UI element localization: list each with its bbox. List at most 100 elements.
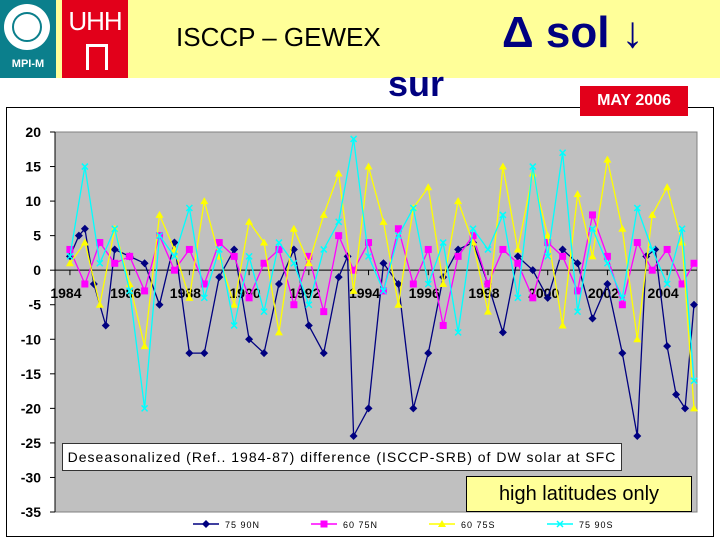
data-point (379, 217, 388, 225)
data-point (648, 266, 656, 274)
data-point (663, 342, 672, 351)
data-point (499, 211, 507, 219)
data-point (80, 238, 89, 246)
data-point (260, 259, 268, 267)
data-point (185, 204, 193, 212)
data-point (454, 328, 462, 336)
data-point (409, 204, 417, 212)
data-point (290, 301, 298, 309)
data-point (202, 520, 210, 528)
data-point (484, 280, 492, 288)
data-point (80, 224, 89, 233)
data-point (365, 239, 373, 247)
data-point (65, 259, 74, 267)
data-point (230, 300, 239, 308)
data-point (409, 280, 417, 288)
data-point (439, 239, 447, 247)
data-point (409, 404, 418, 413)
data-point (155, 210, 164, 218)
data-point (101, 321, 110, 330)
data-point (260, 308, 268, 316)
data-point (81, 280, 89, 288)
data-point (454, 252, 462, 260)
data-point (469, 225, 477, 233)
data-point (320, 520, 328, 528)
data-point (111, 225, 119, 233)
data-point (633, 239, 641, 247)
data-point (438, 520, 446, 527)
data-point (544, 252, 552, 260)
data-point (678, 238, 687, 246)
data-point (215, 239, 223, 247)
data-point (245, 335, 254, 344)
data-point (379, 287, 387, 295)
page-title: ISCCP – GEWEX (176, 22, 381, 52)
data-point (439, 280, 448, 287)
data-point (305, 252, 313, 260)
data-point (618, 224, 627, 232)
x-tick-label: 1994 (349, 285, 380, 301)
data-point (260, 238, 269, 246)
y-tick-label: 15 (25, 159, 41, 175)
data-point (96, 239, 104, 247)
data-point (141, 404, 149, 412)
y-tick-label: -30 (21, 469, 41, 485)
data-point (140, 259, 149, 268)
data-point (289, 245, 298, 254)
data-point (66, 245, 74, 253)
data-point (349, 432, 358, 440)
data-point (289, 224, 298, 232)
data-point (663, 183, 672, 191)
x-tick-label: 2004 (648, 285, 679, 301)
data-point (81, 163, 89, 171)
data-point (125, 280, 134, 287)
data-point (95, 300, 104, 308)
data-point (290, 259, 298, 267)
mpi-logo: MPI-M (0, 0, 56, 78)
y-tick-label: 5 (33, 228, 41, 244)
data-point (260, 349, 269, 358)
data-point (364, 162, 373, 170)
x-tick-label: 1986 (110, 285, 141, 301)
data-point (499, 245, 507, 253)
data-point (648, 245, 656, 253)
data-point (200, 280, 208, 288)
data-point (618, 349, 627, 358)
globe-icon (4, 4, 50, 50)
legend-label: 60 75S (461, 520, 496, 530)
data-point (663, 245, 671, 253)
data-point (513, 252, 522, 261)
chart-svg: 20 15 10 5 0 -5 -10 -15 -20 -25 -30 -35 1984 1986 1988… (21, 124, 699, 530)
data-point (349, 286, 358, 294)
data-point (215, 273, 224, 282)
data-point (559, 149, 567, 157)
data-point (335, 232, 343, 240)
data-point (648, 210, 657, 218)
data-point (319, 210, 328, 218)
data-point (633, 432, 642, 440)
data-point (155, 232, 164, 240)
data-point (424, 245, 432, 253)
data-point (678, 225, 686, 233)
data-point (543, 293, 552, 302)
data-point (304, 259, 313, 267)
data-point (574, 287, 582, 295)
data-point (200, 349, 209, 358)
date-badge: MAY 2006 (580, 86, 688, 116)
data-point (454, 197, 463, 205)
data-point (690, 377, 698, 385)
data-point (350, 266, 358, 274)
data-point (484, 245, 492, 253)
data-point (215, 245, 223, 253)
data-point (335, 218, 343, 226)
data-point (364, 404, 373, 413)
data-point (185, 245, 193, 253)
data-point (274, 328, 283, 336)
data-point (334, 169, 343, 177)
data-point (274, 280, 283, 288)
data-point (439, 321, 447, 329)
note-box: high latitudes only (466, 476, 692, 512)
chart-panel: 20 15 10 5 0 -5 -10 -15 -20 -25 -30 -35 1984 1986 1988… (6, 107, 714, 537)
quantity-symbol: Δ sol ↓ (502, 8, 644, 57)
data-point (588, 314, 597, 323)
